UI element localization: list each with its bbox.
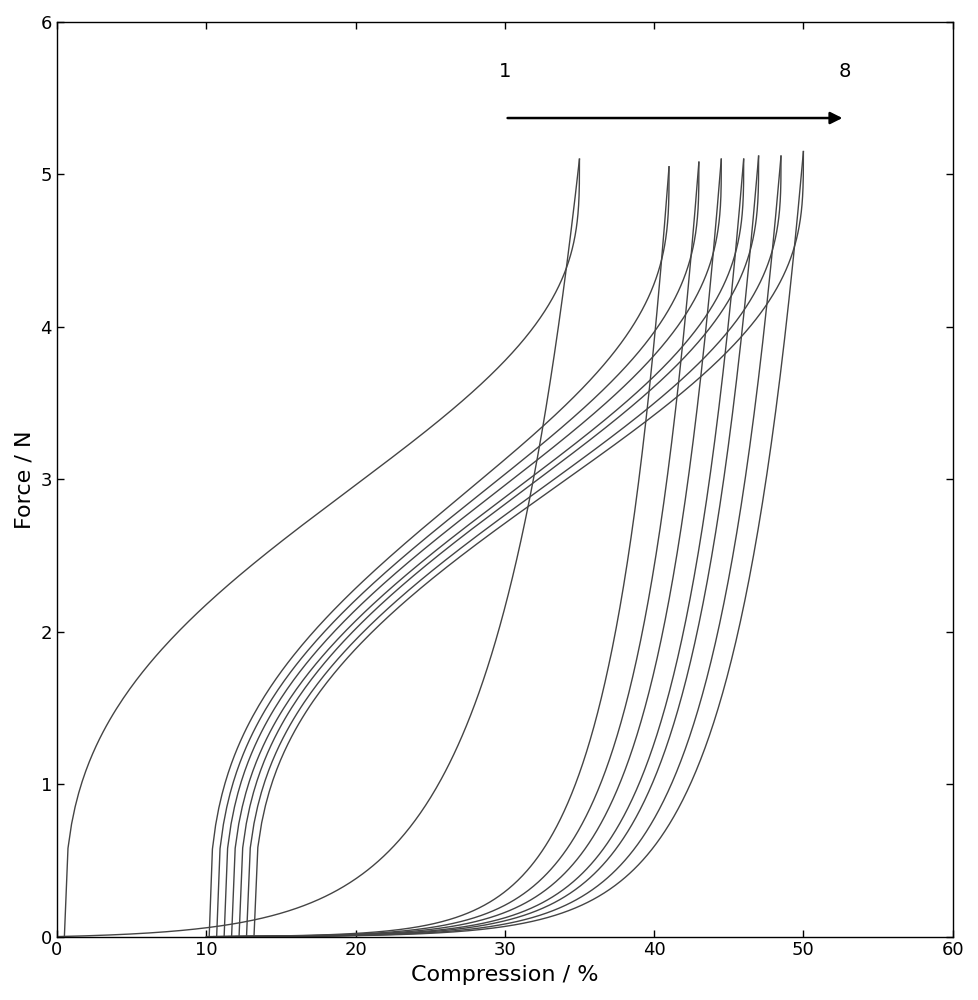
X-axis label: Compression / %: Compression / % [411, 965, 598, 985]
Text: 1: 1 [498, 62, 511, 81]
Y-axis label: Force / N: Force / N [15, 430, 35, 529]
Text: 8: 8 [838, 62, 851, 81]
